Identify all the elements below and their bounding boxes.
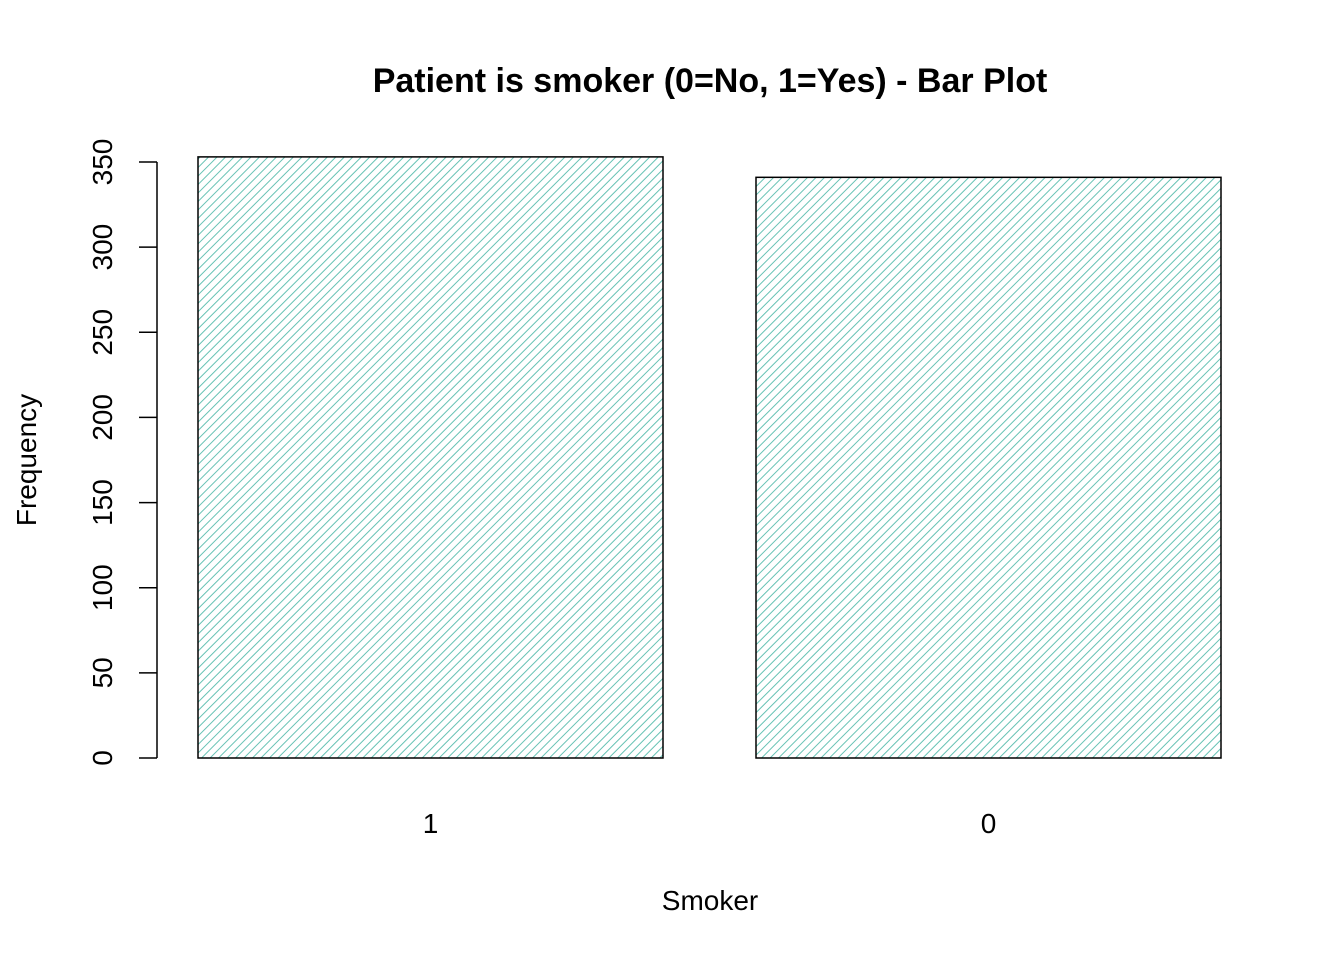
chart-title: Patient is smoker (0=No, 1=Yes) - Bar Pl… [373, 62, 1048, 100]
y-tick-label: 50 [87, 657, 118, 688]
y-tick-label: 200 [87, 394, 118, 441]
y-tick-label: 300 [87, 224, 118, 271]
x-tick-label: 1 [423, 808, 439, 839]
y-tick-label: 100 [87, 564, 118, 611]
y-tick-label: 350 [87, 139, 118, 186]
y-axis: 0 50 100 150 200 250 300 350 [87, 139, 158, 766]
y-tick-label: 250 [87, 309, 118, 356]
x-tick-label: 0 [981, 808, 997, 839]
bar-1 [197, 156, 664, 759]
x-axis-label: Smoker [662, 885, 758, 916]
y-tick-label: 0 [87, 750, 118, 766]
y-axis-label: Frequency [11, 394, 42, 526]
bar-0 [755, 176, 1222, 759]
bars [197, 156, 1222, 759]
y-tick-label: 150 [87, 479, 118, 526]
